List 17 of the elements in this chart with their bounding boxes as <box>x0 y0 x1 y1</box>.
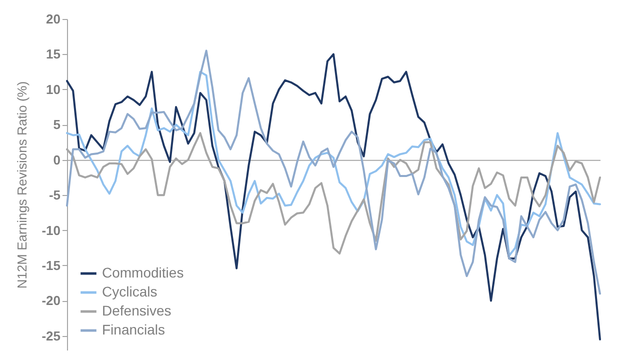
y-tick-label: -25 <box>42 328 60 344</box>
line-series <box>66 53 601 340</box>
y-tick-label: -15 <box>42 258 60 273</box>
y-tick-label: 15 <box>46 46 60 62</box>
legend-label: Cyclicals <box>102 284 158 300</box>
y-axis-title: N12M Earnings Revisions Ratio (%) <box>14 81 30 289</box>
legend-label: Financials <box>102 322 166 338</box>
y-tick-label: 0 <box>53 152 60 168</box>
y-tick-label: 10 <box>46 82 60 97</box>
y-tick-label: -5 <box>48 188 60 203</box>
y-tick-label: 5 <box>53 117 60 132</box>
line-series <box>66 70 601 257</box>
y-tick-label: -10 <box>42 222 60 238</box>
y-tick-label: -20 <box>42 293 60 308</box>
y-tick-label: 20 <box>46 12 60 26</box>
legend-label: Commodities <box>102 264 184 280</box>
legend-label: Defensives <box>102 302 172 318</box>
